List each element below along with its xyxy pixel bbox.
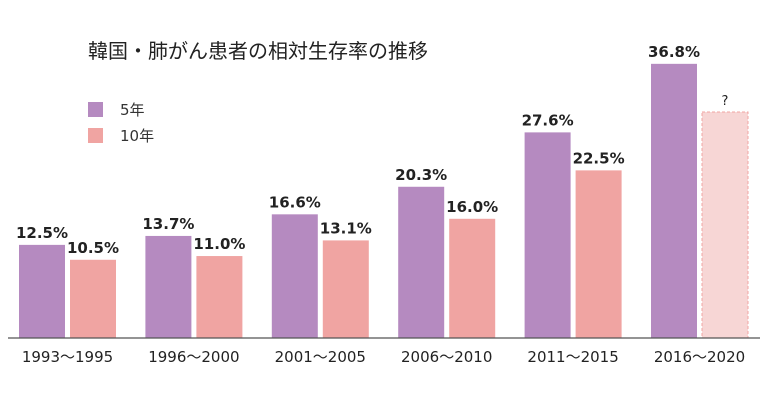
value-label-10yr-1: 11.0%	[193, 235, 245, 253]
x-axis-ticks: 1993〜1995 1996〜2000 2001〜2005 2006〜2010 2011…	[22, 348, 745, 366]
bar-10yr-1	[196, 256, 243, 338]
value-label-5yr-1: 13.7%	[142, 215, 194, 233]
bars-group	[19, 63, 749, 339]
x-tick-label-1: 1996〜2000	[148, 348, 239, 366]
value-label-5yr-0: 12.5%	[16, 224, 68, 242]
x-tick-label-4: 2011〜2015	[527, 348, 618, 366]
x-tick-label-3: 2006〜2010	[401, 348, 492, 366]
value-label-10yr-2: 13.1%	[320, 219, 372, 237]
bar-10yr-5	[701, 111, 749, 339]
bar-5yr-5	[651, 63, 697, 339]
value-label-5yr-2: 16.6%	[269, 193, 321, 211]
value-label-10yr-4: 22.5%	[573, 149, 625, 167]
bar-5yr-2	[271, 214, 318, 338]
legend-label-5yr: 5年	[120, 101, 145, 119]
bar-10yr-4	[575, 170, 622, 338]
bar-5yr-1	[145, 235, 192, 338]
bar-5yr-4	[524, 132, 571, 338]
bar-10yr-2	[322, 240, 369, 338]
bar-5yr-3	[398, 186, 445, 338]
legend-swatch-10yr	[88, 128, 103, 143]
value-labels-group: 12.5%10.5% 13.7% 11.0% 16.6% 13.1% 20.3% 16.0%…	[16, 43, 728, 257]
value-label-10yr-3: 16.0%	[446, 198, 498, 216]
value-label-5yr-4: 27.6%	[522, 111, 574, 129]
legend-label-10yr: 10年	[120, 127, 154, 145]
x-tick-label-5: 2016〜2020	[654, 348, 745, 366]
bar-5yr-0	[19, 244, 65, 338]
x-tick-label-0: 1993〜1995	[22, 348, 113, 366]
value-label-10yr-5: ?	[722, 94, 729, 109]
x-tick-label-2: 2001〜2005	[275, 348, 366, 366]
chart-title: 韓国・肺がん患者の相対生存率の推移	[88, 39, 428, 63]
legend-swatch-5yr	[88, 102, 103, 117]
value-label-5yr-5: 36.8%	[648, 43, 700, 61]
bar-10yr-0	[70, 259, 116, 338]
value-label-5yr-3: 20.3%	[395, 166, 447, 184]
value-label-10yr-0: 10.5%	[67, 239, 119, 257]
bar-10yr-3	[449, 218, 496, 338]
